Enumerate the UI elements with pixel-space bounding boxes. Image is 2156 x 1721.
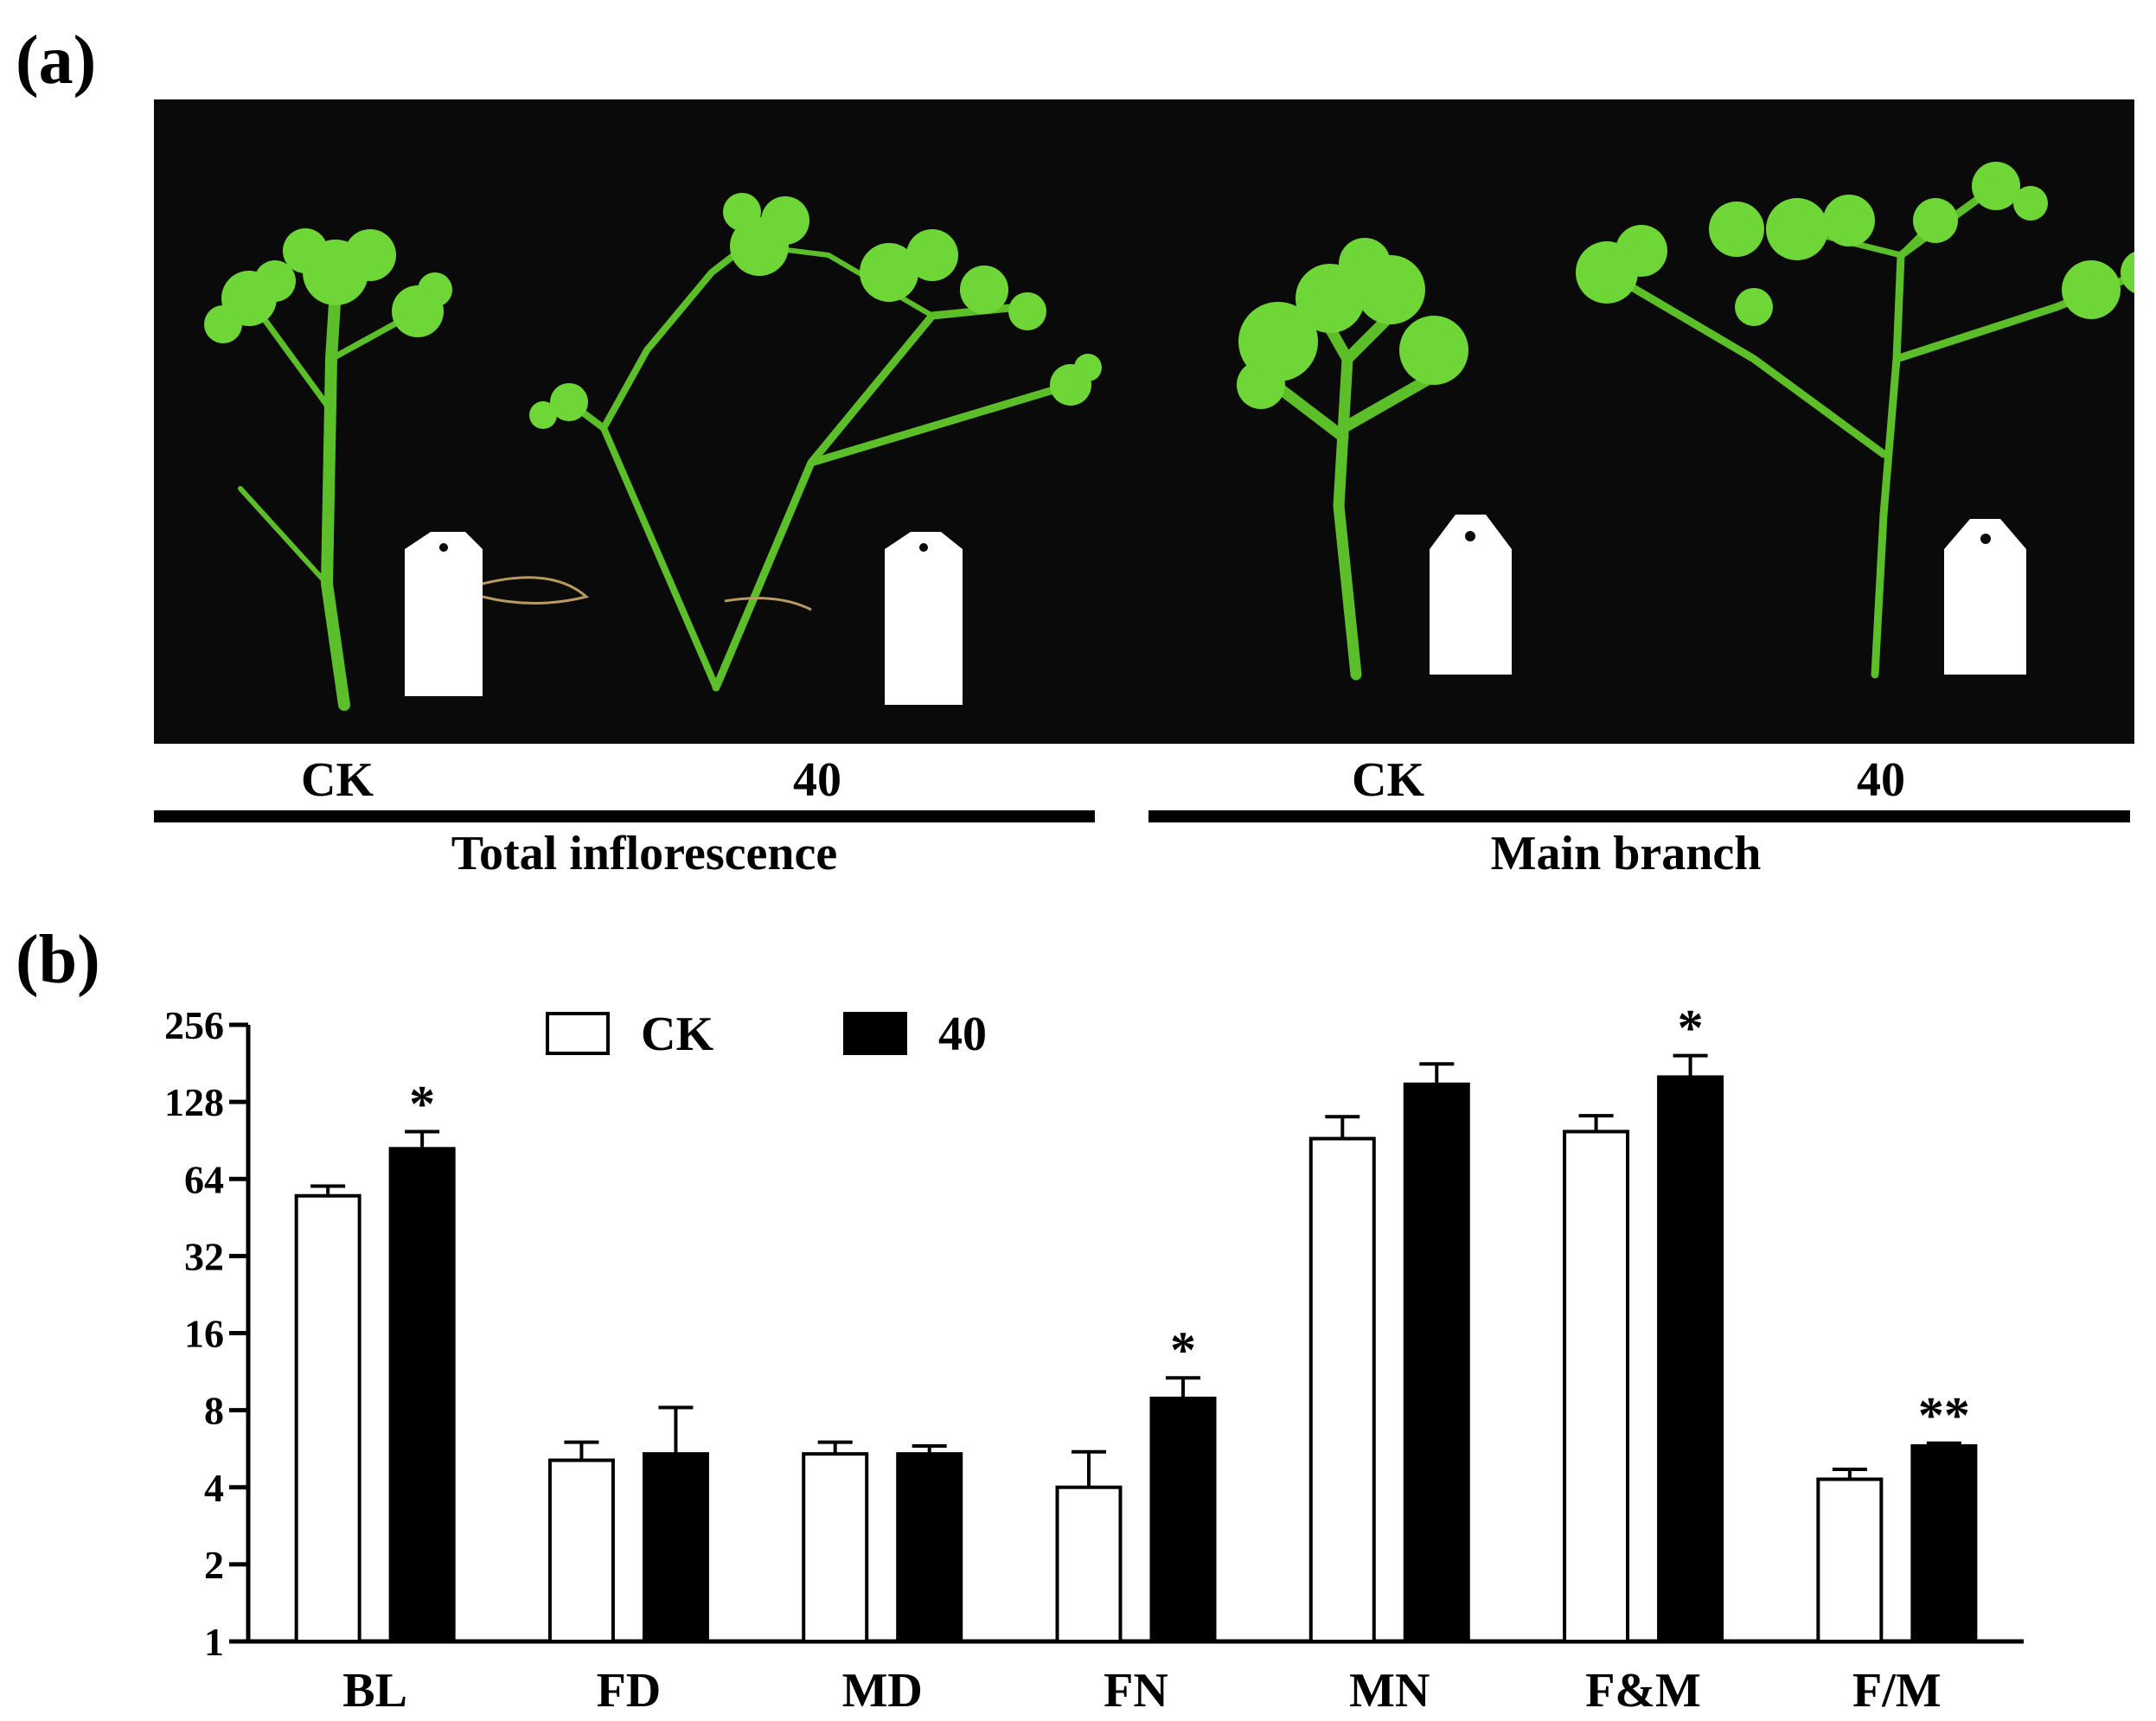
panel-a-label: (a) bbox=[16, 22, 97, 99]
inflorescence-photo bbox=[154, 99, 2134, 744]
x-tick-label: FN bbox=[1104, 1664, 1168, 1718]
y-tick-label: 32 bbox=[184, 1234, 224, 1278]
x-tick-label: F&M bbox=[1585, 1664, 1701, 1718]
x-tick-label: BL bbox=[342, 1664, 407, 1718]
bar-ck-fm bbox=[1563, 1129, 1630, 1643]
x-tick-label: FD bbox=[597, 1664, 662, 1718]
y-tick-label: 2 bbox=[204, 1543, 224, 1587]
x-tick-label: MD bbox=[842, 1664, 923, 1718]
legend-swatch-40 bbox=[843, 1012, 907, 1055]
y-tick-label: 64 bbox=[184, 1157, 224, 1201]
group-bar-main bbox=[1148, 810, 2130, 822]
y-tick-label: 128 bbox=[164, 1080, 224, 1124]
significance-mark: * bbox=[409, 1075, 435, 1132]
group-label-total: Total inflorescence bbox=[451, 827, 838, 880]
significance-mark: * bbox=[1678, 1000, 1704, 1057]
treatment-label-40-main: 40 bbox=[1857, 753, 1905, 807]
bar-ck-fd bbox=[547, 1458, 615, 1644]
y-tick-label: 1 bbox=[204, 1620, 224, 1664]
group-label-main: Main branch bbox=[1490, 827, 1762, 880]
treatment-label-ck-total: CK bbox=[301, 753, 374, 807]
legend-swatch-ck bbox=[546, 1012, 610, 1055]
bar-40-md bbox=[896, 1452, 963, 1643]
y-tick-label: 8 bbox=[204, 1389, 224, 1433]
bar-ck-mn bbox=[1308, 1136, 1376, 1643]
bar-40-mn bbox=[1403, 1082, 1470, 1644]
legend-label-40: 40 bbox=[938, 1008, 987, 1061]
legend-label-ck: CK bbox=[641, 1008, 713, 1061]
bar-ck-fm bbox=[1816, 1477, 1884, 1644]
group-bar-total bbox=[154, 810, 1095, 822]
bar-40-fm bbox=[1657, 1075, 1724, 1643]
treatment-label-ck-main: CK bbox=[1352, 753, 1424, 807]
bar-ck-bl bbox=[294, 1193, 361, 1643]
bar-ck-md bbox=[802, 1452, 869, 1643]
significance-mark: ** bbox=[1918, 1387, 1970, 1444]
treatment-label-40-total: 40 bbox=[793, 753, 841, 807]
panel-b-label: (b) bbox=[16, 922, 100, 998]
bar-ck-fn bbox=[1055, 1485, 1123, 1643]
bar-40-fd bbox=[642, 1452, 709, 1643]
y-tick-label: 256 bbox=[164, 1003, 224, 1047]
y-tick-label: 4 bbox=[204, 1466, 224, 1510]
bar-40-fm bbox=[1910, 1443, 1978, 1643]
y-tick-label: 16 bbox=[184, 1312, 224, 1356]
x-tick-label: MN bbox=[1349, 1664, 1430, 1718]
x-tick-label: F/M bbox=[1852, 1664, 1942, 1718]
bar-40-bl bbox=[388, 1147, 456, 1643]
significance-mark: * bbox=[1170, 1321, 1196, 1379]
bar-40-fn bbox=[1149, 1396, 1217, 1643]
